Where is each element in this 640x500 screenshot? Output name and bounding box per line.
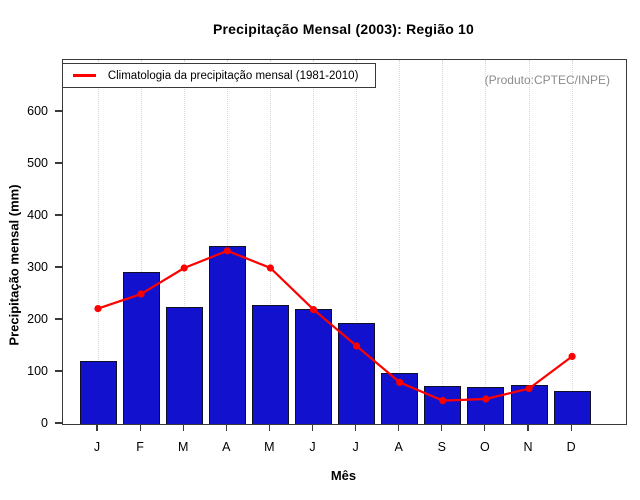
x-tick-label-1: F: [136, 440, 144, 454]
x-tick: [398, 424, 400, 431]
x-tick: [268, 424, 270, 431]
gridline: [97, 60, 99, 424]
x-tick: [311, 424, 314, 431]
x-tick: [527, 424, 529, 431]
x-tick: [441, 424, 443, 431]
x-tick-label-7: A: [394, 440, 403, 454]
y-tick-label: 500: [27, 155, 48, 170]
y-tick-label: 300: [27, 259, 48, 274]
source-annotation: (Produto:CPTEC/INPE): [484, 73, 610, 87]
y-tick: [55, 422, 62, 424]
gridline: [442, 60, 444, 424]
bar-A-3: [208, 245, 246, 424]
x-tick-label-11: D: [566, 440, 576, 454]
gridline: [313, 60, 314, 424]
climatology-line: [97, 249, 573, 402]
climatology-point-0: [94, 305, 102, 313]
chart-title: Precipitação Mensal (2003): Região 10: [212, 21, 475, 37]
y-tick: [55, 370, 62, 372]
x-tick: [139, 424, 141, 431]
gridline: [571, 60, 573, 424]
legend-line-icon: [72, 74, 96, 77]
climatology-point-3: [223, 247, 231, 255]
x-tick-label-10: N: [523, 440, 533, 454]
bar-J-6: [338, 322, 376, 424]
x-tick-label-8: S: [437, 440, 446, 454]
legend-box: Climatologia da precipitação mensal (198…: [61, 63, 376, 88]
gridline: [399, 60, 401, 424]
gridline: [140, 60, 142, 424]
x-tick-label-3: A: [222, 440, 231, 454]
climatology-line-series: [94, 247, 576, 405]
legend-label: Climatologia da precipitação mensal (198…: [107, 69, 359, 82]
y-tick-label: 0: [41, 415, 48, 430]
x-tick: [570, 424, 572, 431]
bar-D-11: [553, 390, 591, 424]
gridline: [226, 60, 228, 424]
bar-J-5: [295, 308, 332, 424]
y-tick: [55, 318, 62, 320]
climatology-point-7: [396, 378, 404, 386]
x-tick: [182, 424, 184, 431]
gridline: [356, 60, 358, 424]
climatology-point-8: [439, 397, 447, 405]
climatology-point-6: [353, 342, 361, 350]
y-tick: [55, 162, 62, 164]
x-tick: [225, 424, 227, 431]
gridline: [183, 60, 185, 424]
gridline: [528, 60, 530, 424]
bar-S-8: [424, 386, 462, 424]
plot-area: Climatologia da precipitação mensal (198…: [61, 59, 627, 425]
bar-J-0: [79, 360, 117, 424]
x-tick-label-0: J: [93, 440, 101, 454]
y-tick-label: 100: [27, 363, 48, 378]
gridline: [269, 60, 271, 424]
y-tick-label: 400: [27, 207, 48, 222]
climatology-point-5: [309, 306, 318, 314]
climatology-point-9: [482, 395, 490, 403]
x-tick-label-2: M: [177, 440, 189, 454]
bar-M-2: [165, 306, 203, 424]
x-tick-label-9: O: [480, 440, 490, 454]
gridline: [485, 60, 487, 424]
y-tick-label: 600: [27, 103, 48, 118]
x-tick: [96, 424, 98, 431]
y-tick: [55, 214, 62, 216]
x-tick-label-4: M: [264, 440, 275, 454]
x-tick-label-5: J: [309, 440, 316, 454]
bar-M-4: [251, 305, 289, 424]
climatology-point-4: [266, 264, 274, 272]
climatology-point-2: [180, 264, 188, 272]
y-tick: [55, 110, 62, 112]
bar-O-9: [467, 387, 505, 424]
y-tick: [55, 266, 62, 268]
x-tick: [355, 424, 357, 431]
x-tick-label-6: J: [352, 440, 359, 454]
climatology-point-1: [137, 290, 145, 298]
x-tick: [484, 424, 486, 431]
climatology-point-10: [525, 385, 533, 393]
y-tick-label: 200: [27, 311, 48, 326]
x-axis-title: Mês: [330, 468, 357, 483]
climatology-point-11: [568, 352, 576, 360]
